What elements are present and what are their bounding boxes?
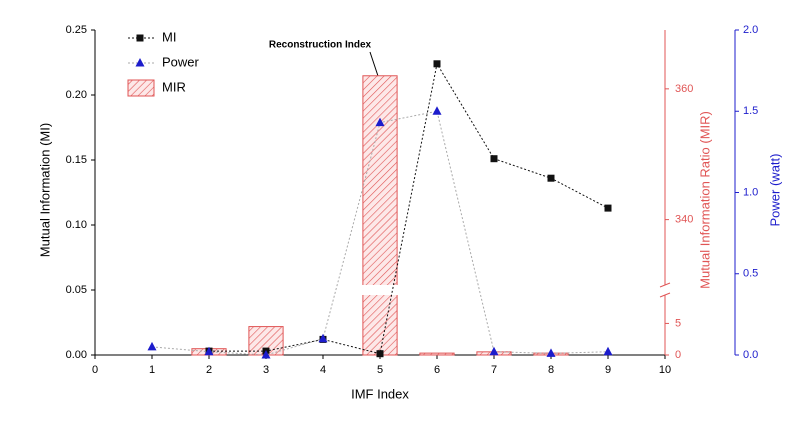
- x-tick-label: 5: [377, 364, 383, 376]
- marker: [604, 204, 612, 212]
- marker: [433, 60, 441, 68]
- x-tick-label: 2: [206, 364, 212, 376]
- y-tick-label: 0.05: [66, 284, 87, 296]
- annotation-arrow: [369, 51, 379, 77]
- marker: [490, 155, 498, 163]
- y-tick-label: 0.00: [66, 349, 87, 361]
- x-tick-label: 7: [491, 364, 497, 376]
- legend-label: MI: [162, 29, 176, 44]
- annotation: Reconstruction Index: [269, 40, 372, 51]
- y2-axis-title: Mutual Information Ratio (MIR): [697, 111, 712, 289]
- legend-marker: [136, 34, 144, 42]
- marker: [318, 333, 328, 343]
- legend-swatch: [127, 79, 155, 97]
- y3-tick-label: 1.5: [743, 105, 758, 117]
- marker: [376, 350, 384, 358]
- marker: [261, 350, 271, 359]
- marker: [603, 346, 613, 356]
- x-tick-label: 4: [320, 364, 326, 376]
- marker: [432, 106, 442, 115]
- x-tick-label: 9: [605, 364, 611, 376]
- y2-tick-label: 360: [675, 83, 693, 95]
- marker: [489, 346, 499, 356]
- marker: [547, 174, 555, 182]
- marker: [147, 341, 157, 351]
- marker: [204, 346, 214, 356]
- legend-marker: [135, 58, 145, 67]
- y-tick-label: 0.25: [66, 24, 87, 36]
- x-tick-label: 0: [92, 364, 98, 376]
- legend-label: MIR: [162, 79, 186, 94]
- y3-tick-label: 0.5: [743, 268, 758, 280]
- y3-tick-label: 1.0: [743, 186, 758, 198]
- y-axis-title: Mutual Information (MI): [37, 123, 52, 257]
- x-tick-label: 3: [263, 364, 269, 376]
- x-tick-label: 6: [434, 364, 440, 376]
- marker: [375, 117, 385, 127]
- series-line: [209, 62, 609, 355]
- y2-tick-label: 340: [675, 214, 693, 226]
- y-tick-label: 0.15: [66, 154, 87, 166]
- y3-tick-label: 2.0: [743, 24, 758, 36]
- y-tick-label: 0.10: [66, 219, 87, 231]
- axis-break: [659, 282, 671, 288]
- y2-tick-label: 5: [675, 317, 681, 329]
- y2-tick-label: 0: [675, 349, 681, 361]
- x-axis-title: IMF Index: [351, 386, 409, 401]
- y-tick-label: 0.20: [66, 89, 87, 101]
- bar: [419, 352, 455, 356]
- y3-tick-label: 0.0: [743, 349, 758, 361]
- legend-label: Power: [162, 54, 200, 69]
- axis-break: [659, 292, 671, 298]
- x-tick-label: 10: [659, 364, 671, 376]
- x-tick-label: 1: [149, 364, 155, 376]
- marker: [546, 348, 556, 357]
- y3-axis-title: Power (watt): [767, 154, 782, 227]
- x-tick-label: 8: [548, 364, 554, 376]
- bar-break: [361, 285, 399, 295]
